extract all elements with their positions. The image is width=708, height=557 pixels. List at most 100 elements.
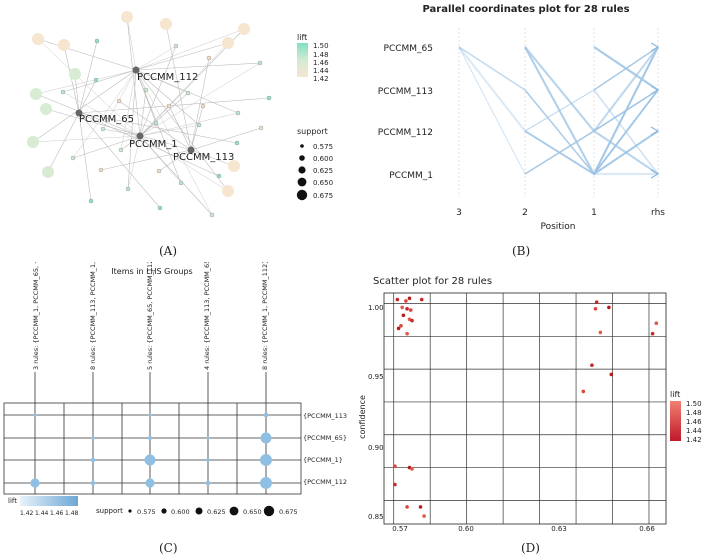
support-legend-dot (297, 177, 307, 187)
scatter-point (400, 305, 404, 310)
support-tick: 0.600 (171, 508, 190, 516)
graph-edge (139, 112, 239, 137)
support-legend-dot (298, 166, 306, 174)
y-tick-label: PCCMM_65 (384, 44, 433, 54)
graph-edge (127, 69, 137, 190)
support-tick: 0.575 (137, 508, 156, 516)
support-tick: 0.650 (313, 179, 333, 187)
y-tick-label: 0.85 (368, 513, 384, 521)
graph-edge (102, 128, 141, 137)
group-dot (144, 454, 156, 466)
group-label: 3 rules: {PCCMM_1, PCCMM_65, +1 items} (32, 262, 40, 370)
rule-node (116, 98, 122, 104)
group-dot (148, 413, 152, 417)
item-node (136, 132, 144, 140)
y-tick-label: PCCMM_112 (378, 128, 433, 138)
graph-edge (120, 135, 141, 151)
rule-node (143, 87, 149, 93)
arrowhead (650, 85, 660, 95)
scatter-point (404, 299, 408, 303)
graph-edge (78, 112, 238, 144)
graph-edge (118, 100, 192, 151)
group-dot (260, 454, 272, 466)
rule-node (266, 95, 272, 101)
lift-tick: 1.44 (35, 510, 49, 517)
rule-node (238, 23, 250, 35)
scatter-point (410, 467, 414, 471)
graph-edge (62, 91, 141, 137)
graph-edge (72, 135, 141, 159)
support-legend-dot (296, 189, 308, 201)
graph-edge (135, 42, 229, 71)
graph-edge (168, 105, 192, 151)
x-tick-label: rhs (651, 208, 665, 218)
rule-line (593, 46, 659, 132)
x-tick-label: 0.66 (639, 525, 655, 533)
rule-node (216, 173, 222, 179)
graph-edge (135, 69, 200, 126)
rhs-label: {PCCMM_1} (303, 456, 343, 464)
rule-line (593, 89, 659, 175)
scatter-point (410, 318, 414, 323)
lift-tick: 1.46 (313, 59, 329, 67)
scatter-point (408, 308, 413, 312)
lift-legend-title: lift (297, 33, 307, 42)
rule-node (235, 110, 241, 116)
group-dot (33, 413, 37, 417)
graph-chart: PCCMM_112 PCCMM_65 PCCMM_1 PCCMM_113 lif… (27, 11, 333, 218)
lift-legend-title: lift (8, 497, 17, 505)
node-label-pccmm-1: PCCMM_1 (129, 139, 178, 150)
y-tick-label: PCCMM_113 (378, 87, 433, 97)
group-dot (260, 477, 272, 489)
matrix-frame (3, 402, 302, 495)
scatter-chart: Scatter plot for 28 rules 1.00 0.95 0.90… (358, 276, 702, 533)
graph-edge (135, 45, 177, 71)
rule-node (42, 166, 54, 178)
chart-title: Parallel coordinates plot for 28 rules (422, 4, 629, 15)
caption-c: (C) (159, 541, 178, 555)
graph-edge (72, 69, 137, 159)
x-tick-label: 0.63 (551, 525, 567, 533)
group-dot (90, 457, 96, 463)
scatter-point (609, 372, 614, 377)
group-labels: 3 rules: {PCCMM_1, PCCMM_65, +1 items} 8… (32, 262, 269, 370)
rule-line (524, 46, 659, 175)
support-tick: 0.600 (313, 155, 333, 163)
item-node (75, 109, 83, 117)
rule-node (222, 37, 234, 49)
node-label-pccmm-65: PCCMM_65 (79, 114, 134, 125)
support-legend-title: support (96, 507, 123, 515)
rule-node (258, 125, 264, 131)
scatter-point (393, 482, 397, 487)
rhs-label: {PCCMM_113 (303, 412, 347, 420)
y-axis-label: confidence (358, 395, 367, 439)
graph-edge (126, 16, 137, 71)
y-tick-label: 1.00 (368, 304, 384, 312)
lift-legend-title: lift (670, 390, 680, 399)
graph-edge (135, 69, 189, 94)
scatter-point (581, 389, 586, 394)
graph-edge (120, 69, 137, 151)
graph-edge (165, 23, 192, 151)
x-tick-label: 1 (591, 208, 597, 218)
grid (458, 28, 659, 197)
graph-edge (32, 69, 137, 143)
group-dot (145, 478, 155, 488)
y-tick-label: 0.95 (368, 373, 384, 381)
support-legend-title: support (297, 127, 328, 136)
graph-edge (139, 124, 200, 137)
rule-node (58, 39, 70, 51)
rule-node (121, 11, 133, 23)
rule-node (98, 167, 104, 173)
graph-edge (135, 69, 213, 216)
graph-edge (139, 45, 177, 137)
lift-colorbar (297, 43, 308, 77)
rule-node (157, 205, 163, 211)
scatter-point (650, 331, 655, 336)
rule-line (524, 46, 659, 176)
graph-edge (190, 149, 235, 167)
arrowhead (650, 126, 660, 136)
graph-edge (135, 69, 182, 184)
lift-tick: 1.42 (20, 510, 34, 517)
group-dot (147, 435, 153, 441)
